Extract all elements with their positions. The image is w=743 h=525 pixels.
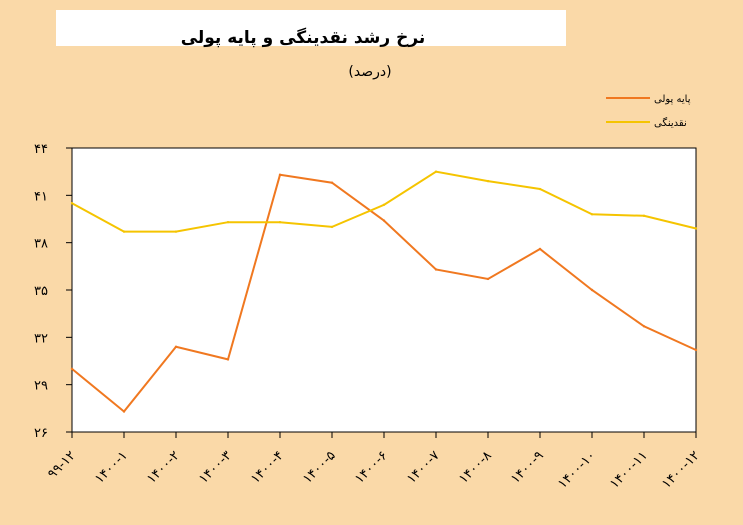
x-tick-label: ۱۴۰۰-۱۲	[659, 448, 703, 492]
x-tick-label: ۱۴۰۰-۱۰	[555, 448, 599, 492]
x-tick-label: ۱۴۰۰-۱	[92, 448, 131, 487]
data-point	[226, 358, 230, 361]
x-tick-label: ۱۴۰۰-۴	[248, 448, 287, 487]
data-point	[694, 227, 698, 230]
title-box	[180, 10, 566, 46]
data-point	[226, 220, 230, 224]
y-tick-label: ۲۶	[34, 426, 48, 441]
data-point	[382, 203, 386, 206]
x-tick-label: ۱۴۰۰-۱۱	[607, 448, 651, 492]
y-tick-label: ۳۲	[34, 331, 48, 346]
y-tick-label: ۴۴	[34, 142, 48, 157]
y-tick-label: ۳۵	[34, 284, 48, 299]
y-tick-label: ۳۸	[34, 237, 48, 252]
y-tick-label: ۲۹	[34, 379, 48, 394]
x-tick-label: ۱۴۰۰-۵	[300, 448, 339, 487]
data-point	[590, 288, 594, 292]
data-point	[70, 367, 74, 371]
chart-subtitle: (درصد)	[348, 64, 391, 80]
data-point	[122, 410, 126, 413]
data-point	[174, 345, 178, 348]
plot-area	[71, 147, 697, 433]
data-point	[278, 173, 282, 177]
data-point	[278, 220, 282, 224]
data-point	[174, 230, 178, 233]
legend-label: پایه پولی	[654, 94, 691, 105]
data-point	[538, 247, 542, 251]
legend-label: نقدینگی	[654, 117, 687, 129]
x-tick-label: ۱۴۰۰-۲	[144, 448, 183, 487]
data-point	[642, 325, 646, 328]
data-point	[330, 225, 334, 229]
y-tick-label: ۴۱	[34, 189, 48, 204]
data-point	[694, 348, 698, 352]
data-point	[382, 219, 386, 222]
x-tick-label: ۱۴۰۰-۷	[404, 448, 443, 487]
x-tick-label: ۱۴۰۰-۹	[508, 448, 547, 487]
data-point	[434, 170, 438, 173]
x-tick-label: ۱۴۰۰-۶	[352, 448, 391, 487]
x-tick-label: ۱۴۰۰-۸	[456, 448, 495, 487]
data-point	[538, 187, 542, 191]
title-mask-left	[56, 10, 186, 46]
data-point	[122, 230, 126, 233]
data-point	[486, 179, 490, 183]
x-tick-label: ۹۹-۱۲	[45, 448, 79, 482]
data-point	[330, 181, 334, 184]
chart-title: نرخ رشد نقدینگی و پایه پولی	[181, 27, 426, 48]
data-point	[434, 268, 438, 271]
data-point	[486, 277, 490, 281]
data-point	[642, 214, 646, 218]
x-tick-label: ۱۴۰۰-۳	[196, 448, 235, 487]
data-point	[590, 213, 594, 216]
data-point	[70, 202, 74, 205]
